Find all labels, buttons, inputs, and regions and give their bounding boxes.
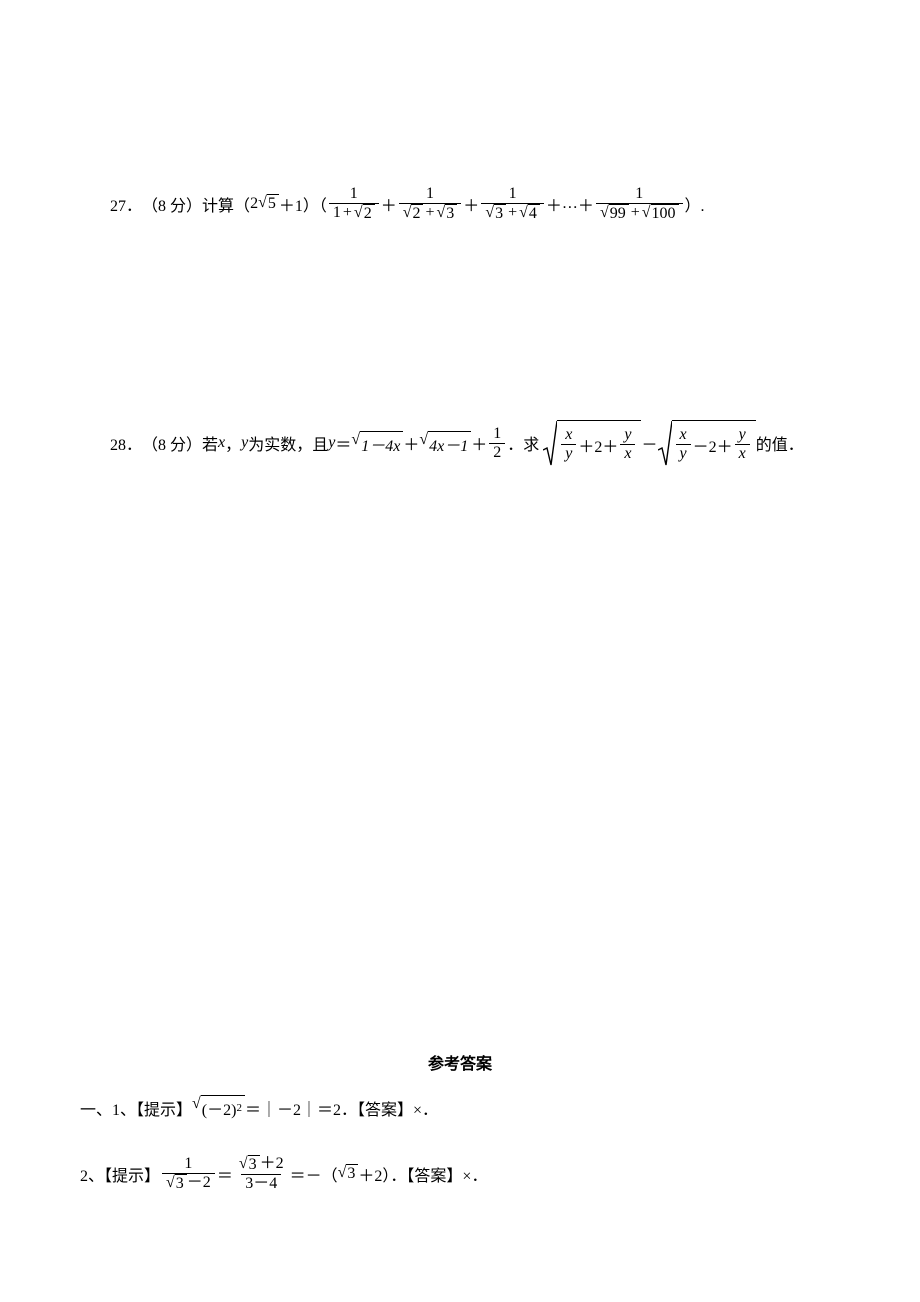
big-sqrt-2: x y －2＋ y x bbox=[658, 420, 756, 466]
plus-one: ＋1 bbox=[279, 192, 303, 216]
lparen: （ bbox=[234, 192, 250, 216]
y-over-x-2: y x bbox=[735, 426, 750, 462]
big-sqrt-1-radicand: x y ＋2＋ y x bbox=[557, 420, 641, 466]
plus-c: ＋ bbox=[546, 192, 562, 216]
fraction-1: 1 1+√2 bbox=[329, 185, 379, 222]
big-sqrt-1: x y ＋2＋ y x bbox=[543, 420, 641, 466]
var-y-eq: y bbox=[328, 434, 335, 452]
fraction-2: 1 √2+√3 bbox=[399, 185, 462, 222]
problem-points: （8 分） bbox=[142, 431, 202, 455]
dots: … bbox=[562, 195, 578, 213]
radical-icon bbox=[543, 420, 557, 466]
pre-text-1: 若 bbox=[202, 431, 218, 455]
coef2: 2 bbox=[250, 195, 258, 213]
rparen-end: ）. bbox=[685, 192, 705, 216]
plus-b: ＋ bbox=[463, 192, 479, 216]
answer-1: 一、1、【提示】 √ (－2)2 ＝｜－2｜＝2．【答案】×． bbox=[80, 1095, 840, 1120]
fraction-4-den: √99+√100 bbox=[596, 203, 683, 223]
plus-a: ＋ bbox=[381, 192, 397, 216]
problem-28: 28． （8 分） 若 x ， y 为实数，且 y ＝ √1－4x ＋ √4x－… bbox=[110, 420, 840, 466]
x-over-y-1: x y bbox=[561, 426, 576, 462]
answers-title: 参考答案 bbox=[0, 1050, 920, 1074]
problem-number: 27． bbox=[110, 192, 142, 216]
pre-text-2: 为实数，且 bbox=[248, 431, 328, 455]
answer-2-tail: ＋2）．【答案】×． bbox=[358, 1162, 487, 1186]
answer-2-lead: 2、【提示】 bbox=[80, 1162, 160, 1186]
fraction-2-den: √2+√3 bbox=[399, 203, 462, 223]
sqrt-5: √5 bbox=[258, 194, 279, 213]
answer-1-mid: ＝｜－2｜＝2．【答案】×． bbox=[245, 1096, 438, 1120]
answer-2-frac-2-num: √3＋2 bbox=[235, 1155, 288, 1174]
answer-1-sqrt: √ (－2)2 bbox=[192, 1095, 245, 1120]
fraction-1-den: 1+√2 bbox=[329, 203, 379, 223]
answer-2-sqrt3: √3 bbox=[338, 1164, 359, 1183]
eq-1: ＝ bbox=[217, 1162, 233, 1186]
page: 27． （8 分） 计算 （ 2 √5 ＋1 ）（ 1 1+√2 ＋ 1 √2+… bbox=[0, 0, 920, 1302]
eq: ＝ bbox=[335, 431, 351, 455]
problem-number: 28． bbox=[110, 431, 142, 455]
answer-2-frac-2: √3＋2 3－4 bbox=[235, 1155, 288, 1192]
var-x: x bbox=[218, 434, 225, 452]
rparen-lparen: ）（ bbox=[303, 192, 327, 216]
answer-2-frac-1-den: √3－2 bbox=[162, 1173, 215, 1193]
answer-1-lead: 一、1、【提示】 bbox=[80, 1096, 192, 1120]
radical-icon bbox=[658, 420, 672, 466]
sqrt-a: √1－4x bbox=[351, 431, 403, 456]
var-y: y bbox=[241, 434, 248, 452]
one-half: 1 2 bbox=[489, 425, 505, 461]
plus-d: ＋ bbox=[578, 192, 594, 216]
problem-verb: 计算 bbox=[202, 192, 234, 216]
fraction-3-den: √3+√4 bbox=[481, 203, 544, 223]
period-verb: ．求 bbox=[507, 431, 539, 455]
plus-2: ＋ bbox=[471, 431, 487, 455]
problem-points: （8 分） bbox=[142, 192, 202, 216]
tail: 的值． bbox=[756, 431, 804, 455]
minus: － bbox=[641, 431, 657, 455]
problem-27: 27． （8 分） 计算 （ 2 √5 ＋1 ）（ 1 1+√2 ＋ 1 √2+… bbox=[110, 185, 840, 222]
fraction-3: 1 √3+√4 bbox=[481, 185, 544, 222]
sqrt-b: √4x－1 bbox=[419, 431, 471, 456]
eq-neg: ＝－（ bbox=[290, 1162, 338, 1186]
y-over-x-1: y x bbox=[620, 426, 635, 462]
answer-2: 2、【提示】 1 √3－2 ＝ √3＋2 3－4 ＝－（ √3 ＋2）．【答案】… bbox=[80, 1155, 840, 1192]
fraction-4: 1 √99+√100 bbox=[596, 185, 683, 222]
comma: ， bbox=[225, 431, 241, 455]
big-sqrt-2-radicand: x y －2＋ y x bbox=[672, 420, 756, 466]
x-over-y-2: x y bbox=[676, 426, 691, 462]
plus-1: ＋ bbox=[403, 431, 419, 455]
answer-2-frac-1: 1 √3－2 bbox=[162, 1155, 215, 1192]
